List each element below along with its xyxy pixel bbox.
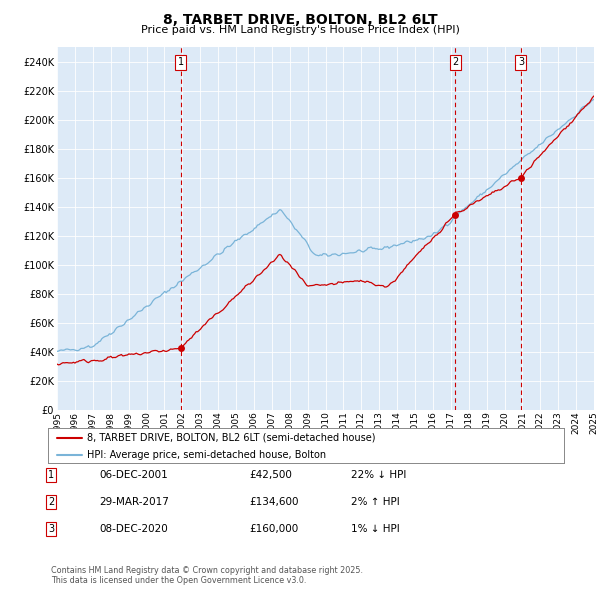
Text: 8, TARBET DRIVE, BOLTON, BL2 6LT: 8, TARBET DRIVE, BOLTON, BL2 6LT [163,13,437,27]
Text: £134,600: £134,600 [249,497,299,507]
Text: 08-DEC-2020: 08-DEC-2020 [99,525,168,534]
Text: 1% ↓ HPI: 1% ↓ HPI [351,525,400,534]
Text: £42,500: £42,500 [249,470,292,480]
Text: Contains HM Land Registry data © Crown copyright and database right 2025.
This d: Contains HM Land Registry data © Crown c… [51,566,363,585]
Text: 1: 1 [48,470,54,480]
Text: 2% ↑ HPI: 2% ↑ HPI [351,497,400,507]
Text: 06-DEC-2001: 06-DEC-2001 [99,470,168,480]
Text: 29-MAR-2017: 29-MAR-2017 [99,497,169,507]
Text: Price paid vs. HM Land Registry's House Price Index (HPI): Price paid vs. HM Land Registry's House … [140,25,460,35]
Text: 1: 1 [178,57,184,67]
Text: 8, TARBET DRIVE, BOLTON, BL2 6LT (semi-detached house): 8, TARBET DRIVE, BOLTON, BL2 6LT (semi-d… [86,432,375,442]
Text: 2: 2 [48,497,54,507]
Text: 3: 3 [48,525,54,534]
Text: HPI: Average price, semi-detached house, Bolton: HPI: Average price, semi-detached house,… [86,450,326,460]
Text: 2: 2 [452,57,458,67]
Text: £160,000: £160,000 [249,525,298,534]
Text: 3: 3 [518,57,524,67]
Text: 22% ↓ HPI: 22% ↓ HPI [351,470,406,480]
